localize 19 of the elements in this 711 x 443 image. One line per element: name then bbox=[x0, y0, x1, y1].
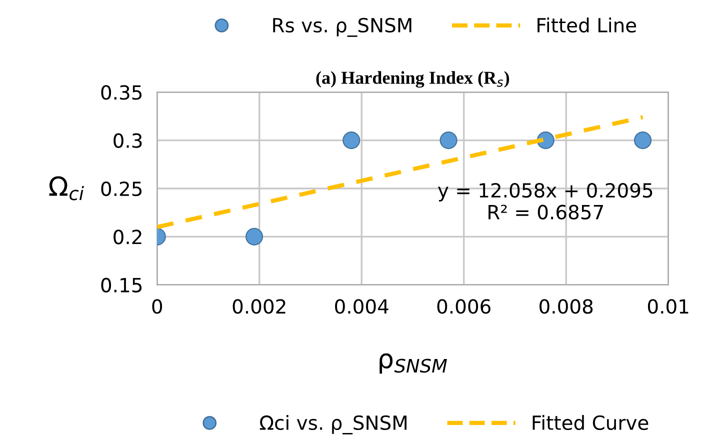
y-tick-label: 0.3 bbox=[114, 133, 142, 148]
x-tick-label: 0.01 bbox=[648, 299, 688, 314]
x-tick-label: 0 bbox=[152, 299, 162, 314]
y-tick-label: 0.35 bbox=[101, 85, 142, 100]
y-tick-label: 0.2 bbox=[114, 230, 142, 244]
text: Ωci vs. ρ_SNSM bbox=[260, 415, 406, 434]
chart-title: (a) Hardening Index (R$_{s}$) bbox=[316, 71, 510, 88]
x-tick-label: 0.002 bbox=[232, 299, 286, 314]
legend-label: Rs vs. ρ_SNSM bbox=[273, 18, 412, 37]
text: Fitted Curve bbox=[532, 415, 648, 430]
x-tick-label: 0.004 bbox=[335, 299, 388, 314]
x-tick-label: 0.008 bbox=[540, 299, 593, 314]
annotation: y = 12.058x + 0.2095 R² = 0.6857 bbox=[438, 182, 652, 220]
y-tick-label: 0.15 bbox=[101, 278, 142, 293]
y-tick-label: 0.25 bbox=[101, 181, 142, 196]
x-axis-title: ρ$_{SNSM}$ bbox=[380, 353, 447, 374]
x-tick-label: 0.006 bbox=[437, 299, 490, 314]
y-axis-title: Ω$_{ci}$ bbox=[49, 176, 84, 200]
legend-label: Fitted Line bbox=[538, 18, 636, 33]
